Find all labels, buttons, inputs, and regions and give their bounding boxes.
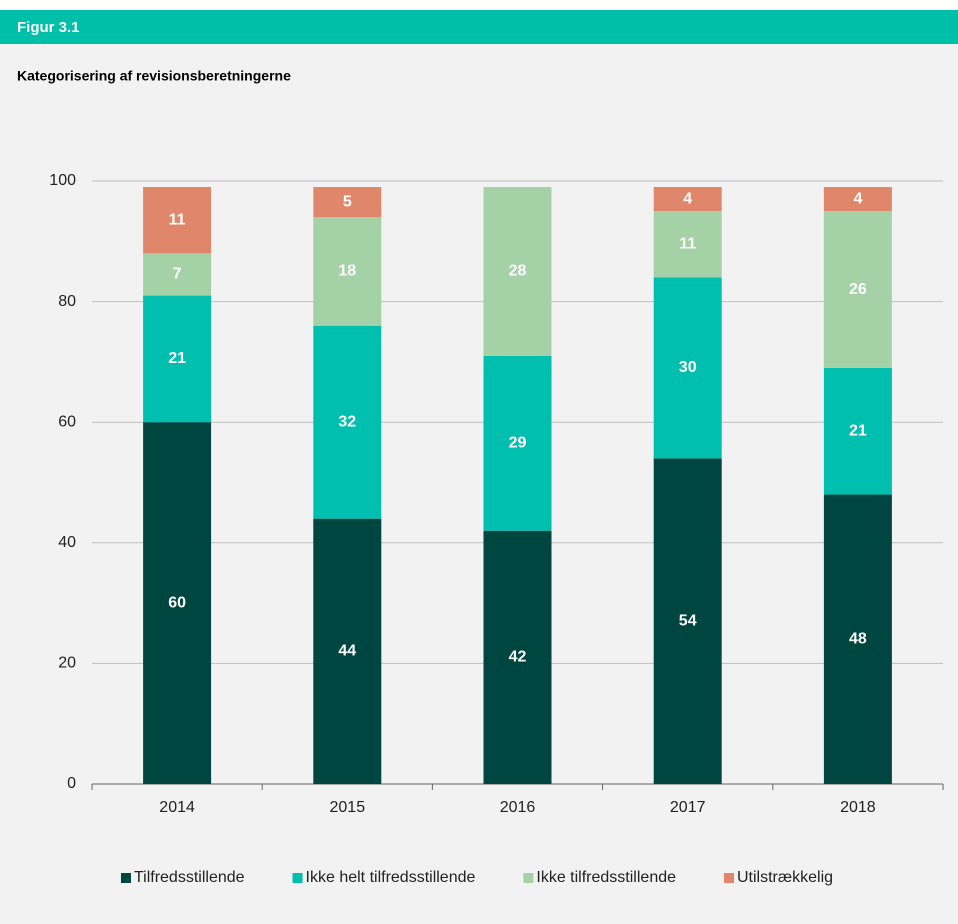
bar-segment xyxy=(313,217,382,326)
bar-segment xyxy=(483,187,552,356)
data-label: 4 xyxy=(683,190,692,207)
data-label: 28 xyxy=(509,263,527,280)
data-label: 11 xyxy=(679,236,696,253)
chart-title: Kategorisering af revisionsberetningerne xyxy=(17,68,291,84)
bar-segment xyxy=(143,187,212,254)
data-label: 44 xyxy=(338,643,356,660)
legend-label: Utilstrækkelig xyxy=(737,869,833,886)
legend-label: Ikke tilfredsstillende xyxy=(536,869,676,886)
data-label: 21 xyxy=(849,422,867,439)
bar-segment xyxy=(313,187,382,218)
bar-segment xyxy=(653,187,722,212)
x-tick-label: 2015 xyxy=(330,799,366,816)
legend-label: Tilfredsstillende xyxy=(134,869,245,886)
data-label: 30 xyxy=(679,359,697,376)
legend-swatch xyxy=(523,873,534,883)
legend-swatch xyxy=(292,873,303,883)
bar-segment xyxy=(823,211,892,368)
y-tick-label: 80 xyxy=(58,293,76,310)
bar-segment xyxy=(143,422,212,784)
data-label: 5 xyxy=(343,193,352,210)
y-tick-label: 0 xyxy=(67,775,76,792)
x-tick-label: 2017 xyxy=(670,799,706,816)
bar-segment xyxy=(143,253,212,296)
y-tick-label: 20 xyxy=(58,655,76,672)
bar-segment xyxy=(653,458,722,784)
y-tick-label: 40 xyxy=(58,534,76,551)
data-label: 42 xyxy=(509,649,527,666)
figure-label: Figur 3.1 xyxy=(17,19,80,36)
data-label: 4 xyxy=(853,190,862,207)
bar-segment xyxy=(313,518,382,784)
data-label: 26 xyxy=(849,281,867,298)
bar-segment xyxy=(313,325,382,519)
bar-segment xyxy=(483,355,552,531)
bar-segment xyxy=(653,277,722,459)
x-tick-label: 2014 xyxy=(159,799,195,816)
bar-segment xyxy=(653,211,722,278)
data-label: 60 xyxy=(168,594,186,611)
data-label: 32 xyxy=(338,413,356,430)
bar-segment xyxy=(143,295,212,423)
bar-segment xyxy=(483,530,552,784)
y-tick-label: 100 xyxy=(49,172,76,189)
bar-segment xyxy=(823,187,892,212)
legend-swatch xyxy=(120,873,131,883)
data-label: 21 xyxy=(168,350,186,367)
data-label: 48 xyxy=(849,630,867,647)
legend-swatch xyxy=(724,873,735,883)
data-label: 7 xyxy=(173,266,182,283)
x-tick-label: 2018 xyxy=(840,799,876,816)
x-tick-label: 2016 xyxy=(500,799,536,816)
data-label: 29 xyxy=(509,435,527,452)
data-label: 18 xyxy=(338,263,356,280)
y-tick-label: 60 xyxy=(58,413,76,430)
data-label: 54 xyxy=(679,612,697,629)
bar-segment xyxy=(823,367,892,495)
data-label: 11 xyxy=(169,211,186,228)
header-band xyxy=(0,10,958,44)
legend-label: Ikke helt tilfredsstillende xyxy=(306,869,476,886)
bar-segment xyxy=(823,494,892,784)
